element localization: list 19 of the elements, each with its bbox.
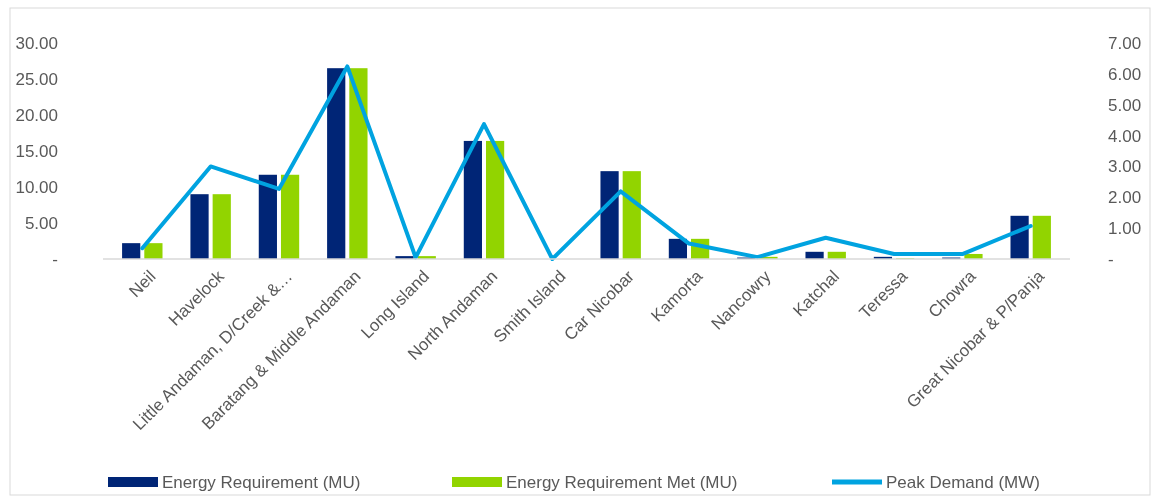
y2-tick-label: 3.00 xyxy=(1108,157,1142,177)
x-tick-label: Neil xyxy=(125,266,160,301)
y2-tick-label: 2.00 xyxy=(1108,188,1142,208)
legend-label: Energy Requirement Met (MU) xyxy=(506,472,738,492)
y2-tick-label: 6.00 xyxy=(1108,64,1142,84)
y-tick-label: - xyxy=(52,249,58,269)
y2-tick-label: 1.00 xyxy=(1108,219,1142,239)
y-tick-label: 25.00 xyxy=(15,69,58,89)
y2-tick-label: - xyxy=(1108,249,1114,269)
y-tick-label: 10.00 xyxy=(15,177,58,197)
y-tick-label: 5.00 xyxy=(24,213,58,233)
y2-tick-label: 7.00 xyxy=(1108,33,1142,53)
y-tick-label: 15.00 xyxy=(15,141,58,161)
y-tick-label: 30.00 xyxy=(15,33,58,53)
legend-label: Energy Requirement (MU) xyxy=(162,472,361,492)
y2-tick-label: 4.00 xyxy=(1108,126,1142,146)
y2-tick-label: 5.00 xyxy=(1108,95,1142,115)
legend-label: Peak Demand (MW) xyxy=(886,472,1040,492)
y-tick-label: 20.00 xyxy=(15,105,58,125)
